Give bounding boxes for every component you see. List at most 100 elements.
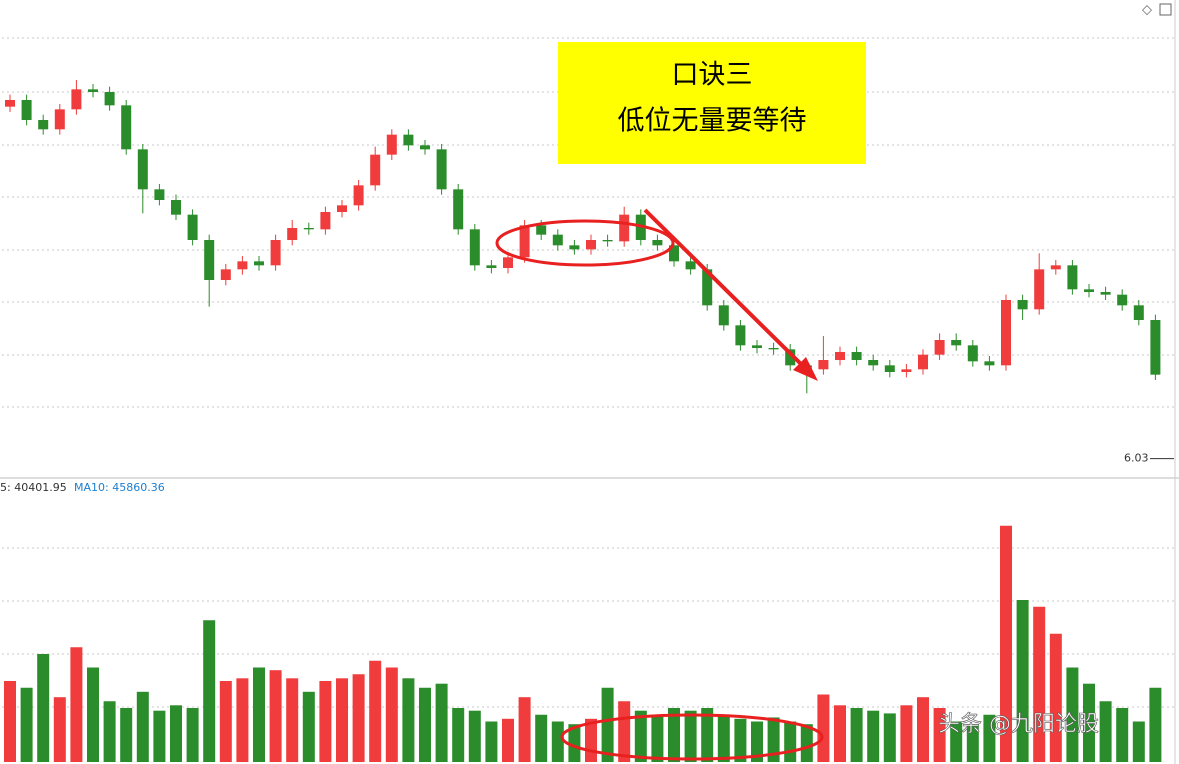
candles — [5, 80, 1161, 394]
volume-bar — [1033, 606, 1046, 762]
candle-body — [835, 352, 845, 360]
candle-body — [503, 257, 513, 268]
candle-body — [5, 100, 15, 107]
volume-bar — [352, 674, 365, 762]
candle-body — [519, 225, 530, 258]
candle-body — [403, 134, 414, 146]
candle-body — [552, 234, 563, 246]
volume-bar — [136, 691, 149, 762]
candle-body — [868, 360, 879, 366]
volume-bar — [568, 724, 581, 762]
candle-body — [386, 134, 397, 155]
volume-bar — [634, 710, 647, 762]
candle-body — [353, 185, 364, 206]
volume-bar — [435, 683, 448, 762]
volume-bar — [253, 667, 265, 762]
candle-body — [137, 149, 148, 190]
volume-bar — [618, 701, 631, 762]
volume-bar — [336, 678, 348, 762]
candle-body — [71, 89, 82, 110]
volume-bar — [933, 708, 946, 762]
icon[interactable]: ◇ — [1142, 3, 1152, 18]
candle-body — [486, 265, 497, 268]
candle-body — [370, 154, 381, 186]
volume-bar — [551, 721, 564, 762]
candle-body — [918, 354, 928, 370]
icon[interactable] — [1159, 3, 1172, 16]
volume-bar — [153, 710, 166, 762]
candle-body — [1050, 265, 1061, 270]
candle-body — [884, 365, 895, 372]
candle-body — [1034, 269, 1045, 310]
candle-body — [1100, 292, 1111, 295]
volume-bar — [983, 714, 996, 762]
candle-body — [768, 348, 779, 350]
candle-body — [436, 149, 447, 190]
candle-body — [619, 214, 630, 242]
annotation-line: 口诀三 — [672, 60, 753, 91]
volume-bar — [419, 687, 431, 762]
watermark: 头条 @九阳论股 — [938, 712, 1099, 737]
volume-bar — [236, 678, 249, 762]
volume-bar — [302, 691, 315, 762]
candle-body — [718, 305, 729, 326]
candle-body — [1133, 305, 1144, 320]
candle-body — [752, 345, 762, 348]
volume-bar — [369, 660, 382, 762]
volume-bar — [385, 667, 398, 762]
volume-bar — [834, 705, 846, 762]
volume-bar — [502, 718, 514, 762]
volume-bar — [767, 717, 780, 762]
ma5-label: 5: 40401.95 — [0, 481, 67, 494]
candle-body — [984, 361, 995, 366]
candle-body — [702, 269, 713, 306]
candle-body — [685, 261, 696, 270]
candle-body — [121, 105, 132, 150]
volume-bar — [1083, 683, 1095, 762]
volume-bar — [751, 721, 763, 762]
candle-body — [187, 214, 198, 240]
volume-bar — [219, 681, 232, 762]
volume-bar — [917, 697, 929, 762]
volume-bar — [1016, 600, 1029, 762]
candle-body — [320, 212, 331, 230]
volume-bar — [37, 654, 50, 762]
volume-bar — [900, 705, 913, 762]
candle-body — [453, 189, 464, 230]
volume-bar — [950, 721, 963, 762]
volume-bar — [601, 687, 614, 762]
candle-body — [602, 240, 613, 242]
candle-body — [934, 340, 945, 355]
candle-body — [967, 345, 978, 362]
annotation-line: 低位无量要等待 — [618, 106, 807, 137]
volume-bar — [1000, 525, 1012, 762]
volume-bar — [319, 681, 332, 762]
candle-body — [54, 109, 65, 130]
volume-bar — [4, 681, 16, 762]
highlight-ellipse — [495, 219, 675, 267]
candle-body — [851, 352, 862, 360]
highlight-ellipse — [560, 713, 824, 761]
volume-bar — [651, 714, 664, 762]
candle-body — [237, 261, 248, 270]
volume-bar — [966, 724, 979, 762]
trend-arrow — [643, 208, 818, 381]
candle-body — [1150, 320, 1161, 375]
volume-bar — [269, 670, 282, 762]
volume-bar — [170, 705, 182, 762]
volume-bar — [784, 721, 797, 762]
candle-body — [536, 225, 547, 235]
ma10-label: MA10: 45860.36 — [74, 481, 165, 494]
volume-bar — [717, 714, 730, 762]
candle-body — [337, 205, 347, 212]
volume-bar — [883, 713, 896, 762]
volume-bar — [87, 667, 99, 762]
volume-bar — [867, 710, 880, 762]
volume-bar — [701, 708, 714, 762]
volume-bar — [1116, 708, 1129, 762]
volume-bar — [518, 697, 531, 762]
volume-bars — [4, 525, 1162, 762]
volume-bar — [1149, 687, 1162, 762]
volume-bar — [186, 708, 199, 762]
